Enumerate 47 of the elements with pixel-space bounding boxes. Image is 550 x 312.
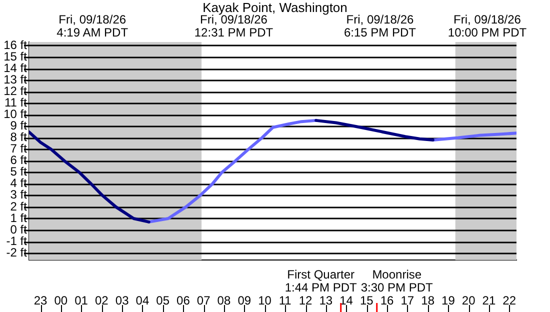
x-tick-label: 04: [136, 294, 150, 308]
x-tick-label: 13: [319, 294, 333, 308]
x-tick-label: 08: [217, 294, 231, 308]
y-tick-label: 6 ft: [10, 153, 28, 168]
x-tick-label: 01: [74, 294, 88, 308]
x-tick-label: 23: [34, 294, 48, 308]
ref-line-label: Moonrise 3:30 PM PDT: [360, 267, 434, 294]
y-tick-label: 13 ft: [4, 72, 28, 86]
y-tick-label: 0 ft: [10, 222, 28, 236]
x-tick-label: 10: [258, 294, 272, 308]
y-tick-label: -1 ft: [6, 234, 28, 248]
x-tick-label: 20: [462, 294, 476, 308]
y-tick-label: 16 ft: [4, 38, 28, 52]
x-tick-label: 05: [156, 294, 170, 308]
x-tick-label: 19: [442, 294, 456, 308]
y-tick-label: 4 ft: [10, 176, 28, 190]
y-tick-label: 7 ft: [10, 142, 28, 156]
y-tick-label: 11 ft: [4, 95, 28, 110]
x-tick-label: 03: [115, 294, 130, 308]
x-tick-label: 14: [340, 294, 354, 308]
y-tick-label: 1 ft: [10, 210, 28, 225]
x-tick-label: 06: [176, 294, 190, 308]
x-tick-label: 07: [196, 294, 211, 308]
text: Fri, 09/18/26 4:19 AM PDT: [56, 12, 129, 40]
y-tick-label: 5 ft: [10, 164, 28, 179]
y-tick-label: -2 ft: [6, 245, 28, 260]
y-tick-label: 3 ft: [10, 188, 28, 202]
x-tick-label: 15: [360, 294, 374, 308]
y-tick-label: 15 ft: [4, 49, 28, 64]
x-tick-label: 11: [278, 294, 292, 308]
x-tick-label: 02: [95, 294, 109, 308]
y-tick-label: 8 ft: [10, 130, 28, 144]
y-tick-label: 9 ft: [10, 118, 28, 133]
x-tick-label: 00: [54, 294, 68, 308]
text: Fri, 09/18/26 10:00 PM PDT: [448, 12, 528, 40]
x-tick-label: 18: [421, 294, 435, 308]
x-tick-label: 22: [502, 294, 516, 308]
x-tick-label: 09: [238, 294, 252, 308]
x-tick-label: 12: [298, 294, 313, 308]
y-tick-label: 14 ft: [4, 60, 28, 75]
x-tick-label: 21: [482, 294, 496, 308]
x-tick-label: 16: [380, 294, 394, 308]
x-tick-label: 17: [400, 294, 414, 308]
y-tick-label: 2 ft: [10, 199, 28, 214]
y-tick-label: 12 ft: [4, 84, 28, 98]
ref-line-label: First Quarter 1:44 PM PDT: [284, 267, 358, 294]
y-tick-label: 10 ft: [4, 106, 28, 121]
